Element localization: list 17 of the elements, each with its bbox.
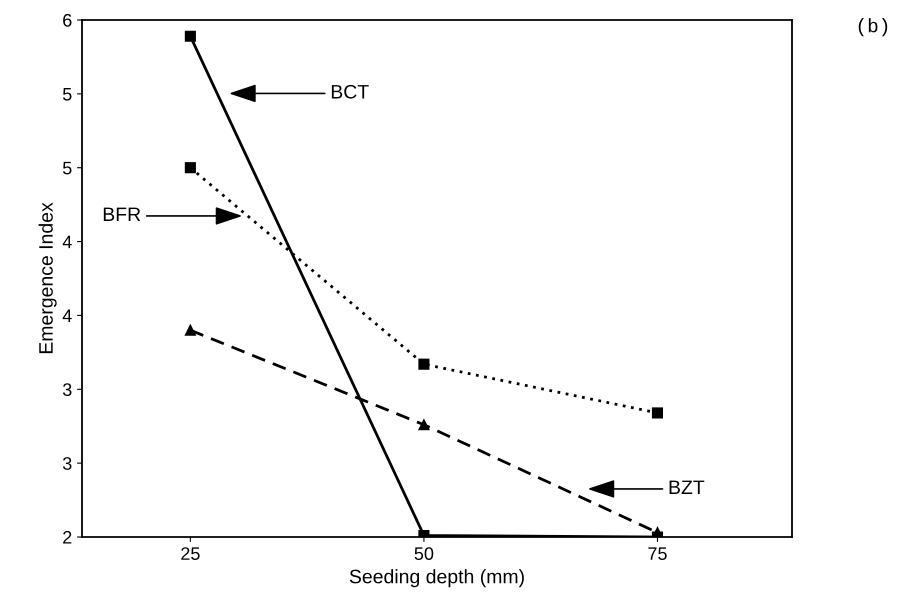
y-tick-label: 5 (62, 88, 72, 101)
annotation: BZT (670, 480, 704, 494)
y-tick-label: 3 (62, 457, 72, 470)
x-axis-title: Seeding depth (mm) (350, 569, 524, 588)
annotation: BFR (104, 208, 140, 221)
y-tick-label: 6 (63, 14, 72, 27)
y-tick-label: 4 (62, 236, 72, 248)
x-tick-label: 25 (181, 547, 200, 560)
y-axis-title: Emergence Index (38, 202, 57, 354)
y-tick-label: 5 (62, 162, 72, 174)
y-tick-label: 3 (62, 383, 72, 396)
y-tick-label: 2 (63, 530, 72, 544)
x-tick-label: 50 (414, 547, 434, 560)
x-tick-label: 75 (648, 547, 667, 560)
annotation: BCT (332, 84, 369, 99)
y-tick-label: 4 (62, 310, 72, 322)
text: (b) (858, 18, 888, 36)
